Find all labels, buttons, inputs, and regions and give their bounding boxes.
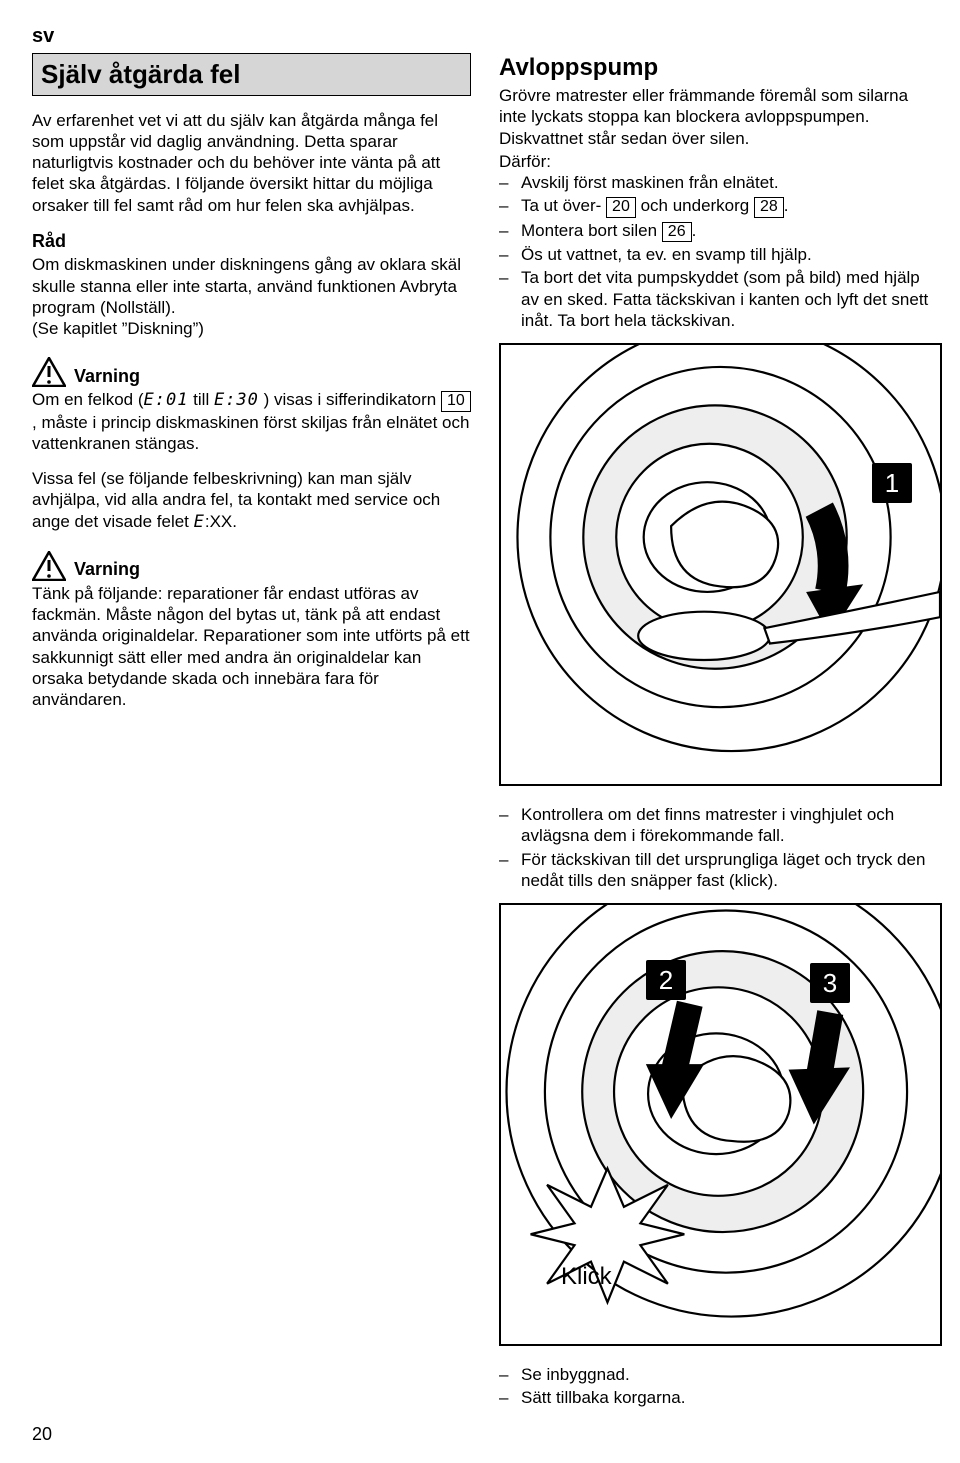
intro-paragraph: Av erfarenhet vet vi att du själv kan åt… xyxy=(32,110,471,216)
ref-box-28: 28 xyxy=(754,197,784,217)
callout-2: 2 xyxy=(646,960,686,1000)
list-item: Avskilj först maskinen från elnätet. xyxy=(499,172,938,193)
error-code: E:01 xyxy=(144,390,189,410)
ref-box-20: 20 xyxy=(606,197,636,217)
section-title-box: Själv åtgärda fel xyxy=(32,53,471,96)
darfor-label: Därför: xyxy=(499,151,938,172)
error-code: E:30 xyxy=(214,390,259,410)
rad-body: Om diskmaskinen under diskningens gång a… xyxy=(32,254,471,339)
callout-3: 3 xyxy=(810,963,850,1003)
instruction-list-1: Avskilj först maskinen från elnätet. Ta … xyxy=(499,172,938,331)
warning-1-header: Varning xyxy=(32,357,471,387)
list-item: Sätt tillbaka korgarna. xyxy=(499,1387,938,1408)
warning-triangle-icon xyxy=(32,357,66,387)
list-item: Ös ut vattnet, ta ev. en svamp till hjäl… xyxy=(499,244,938,265)
list-item: För täckskivan till det ursprungliga läg… xyxy=(499,849,938,892)
text-fragment: och underkorg xyxy=(636,196,754,215)
text-fragment: . xyxy=(784,196,789,215)
instruction-list-2: Kontrollera om det finns matrester i vin… xyxy=(499,804,938,891)
text-fragment: till xyxy=(188,390,214,409)
pump-diagram-1 xyxy=(501,345,940,784)
callout-1: 1 xyxy=(872,463,912,503)
ref-box-26: 26 xyxy=(662,222,692,242)
warning-1-paragraph-1: Om en felkod (E:01 till E:30 ) visas i s… xyxy=(32,389,471,454)
warning-2-label: Varning xyxy=(74,558,140,581)
list-item: Ta ut över- 20 och underkorg 28. xyxy=(499,195,938,217)
warning-2-body: Tänk på följande: reparationer får endas… xyxy=(32,583,471,711)
list-item: Montera bort silen 26. xyxy=(499,220,938,242)
figure-pump-cover-snap: 2 3 Klick xyxy=(499,903,942,1346)
page-number: 20 xyxy=(32,1423,52,1446)
warning-1-label: Varning xyxy=(74,365,140,388)
list-item: Se inbyggnad. xyxy=(499,1364,938,1385)
text-fragment: Ta ut över- xyxy=(521,196,606,215)
warning-triangle-icon xyxy=(32,551,66,581)
language-label: sv xyxy=(32,24,938,49)
left-column: Själv åtgärda fel Av erfarenhet vet vi a… xyxy=(32,53,471,1421)
text-fragment: . xyxy=(692,221,697,240)
avloppspump-heading: Avloppspump xyxy=(499,53,938,83)
list-item: Kontrollera om det finns matrester i vin… xyxy=(499,804,938,847)
warning-1-paragraph-2: Vissa fel (se följande felbeskrivning) k… xyxy=(32,468,471,533)
text-fragment: Om en felkod ( xyxy=(32,390,144,409)
avloppspump-intro: Grövre matrester eller främmande föremål… xyxy=(499,85,938,149)
text-fragment: ) visas i sifferindikatorn xyxy=(259,390,441,409)
ref-box-10: 10 xyxy=(441,391,471,411)
figure-pump-cover-removal: 1 xyxy=(499,343,942,786)
klick-label: Klick xyxy=(561,1262,612,1292)
warning-2-header: Varning xyxy=(32,551,471,581)
right-column: Avloppspump Grövre matrester eller främm… xyxy=(499,53,938,1421)
text-fragment: :XX. xyxy=(205,512,237,531)
list-item: Ta bort det vita pumpskyddet (som på bil… xyxy=(499,267,938,331)
error-code: E xyxy=(194,512,205,532)
rad-heading: Råd xyxy=(32,230,471,253)
instruction-list-3: Se inbyggnad. Sätt tillbaka korgarna. xyxy=(499,1364,938,1409)
text-fragment: , måste i princip diskmaskinen först ski… xyxy=(32,413,469,453)
text-fragment: Montera bort silen xyxy=(521,221,662,240)
